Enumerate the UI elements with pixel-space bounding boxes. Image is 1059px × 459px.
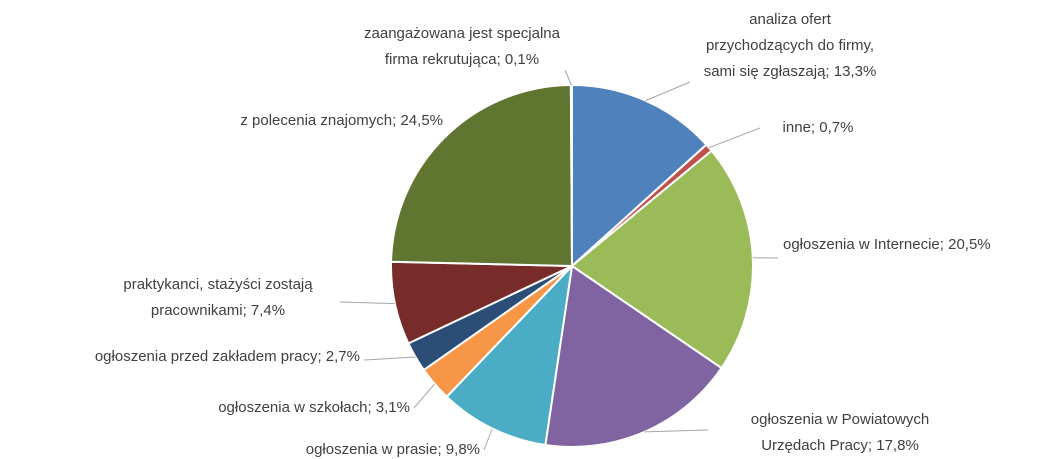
leader-line	[339, 301, 395, 305]
data-label: ogłoszenia w Internecie; 20,5%	[783, 236, 991, 253]
data-label-line: praktykanci, stażyści zostają	[123, 276, 313, 293]
data-label: z polecenia znajomych; 24,5%	[240, 112, 443, 129]
data-label-line: z polecenia znajomych; 24,5%	[240, 112, 443, 129]
leader-line	[708, 127, 761, 149]
leader-line	[444, 136, 448, 139]
data-label-line: ogłoszenia w szkołach; 3,1%	[218, 399, 410, 416]
leader-line	[644, 429, 709, 433]
data-label: ogłoszenia przed zakładem pracy; 2,7%	[95, 348, 360, 365]
pie-slice	[544, 264, 723, 448]
data-label-line: inne; 0,7%	[783, 119, 854, 136]
data-label: ogłoszenia w prasie; 9,8%	[306, 441, 480, 458]
data-label: ogłoszenia w Powiatowych Urzędach Pracy; …	[751, 411, 929, 454]
pie-slice	[570, 149, 754, 370]
data-label-line: ogłoszenia w Powiatowych	[751, 411, 929, 428]
data-label: inne; 0,7%	[783, 119, 854, 136]
data-label: zaangażowana jest specjalna firma rekrutu…	[364, 25, 561, 68]
data-label-line: przychodzących do firmy,	[706, 37, 874, 54]
data-label-line: firma rekrutująca; 0,1%	[385, 51, 539, 68]
data-label: praktykanci, stażyści zostają pracownikam…	[123, 276, 313, 319]
data-label-line: ogłoszenia w prasie; 9,8%	[306, 441, 480, 458]
data-label-line: ogłoszenia przed zakładem pracy; 2,7%	[95, 348, 360, 365]
data-label-line: zaangażowana jest specjalna	[364, 25, 561, 42]
data-label-line: pracownikami; 7,4%	[151, 302, 285, 319]
data-label-line: sami się zgłaszają; 13,3%	[704, 63, 877, 80]
leader-line	[483, 428, 493, 451]
data-label: analiza ofert przychodzących do firmy, sam…	[704, 11, 877, 80]
leader-line	[363, 356, 416, 361]
leader-line	[413, 383, 436, 409]
data-label-line: analiza ofert	[749, 11, 832, 28]
leader-line	[564, 69, 572, 86]
pie-slice	[569, 83, 573, 267]
data-label-line: Urzędach Pracy; 17,8%	[761, 437, 919, 454]
leader-line	[645, 81, 691, 102]
data-label: ogłoszenia w szkołach; 3,1%	[218, 399, 410, 416]
data-label-line: ogłoszenia w Internecie; 20,5%	[783, 236, 991, 253]
